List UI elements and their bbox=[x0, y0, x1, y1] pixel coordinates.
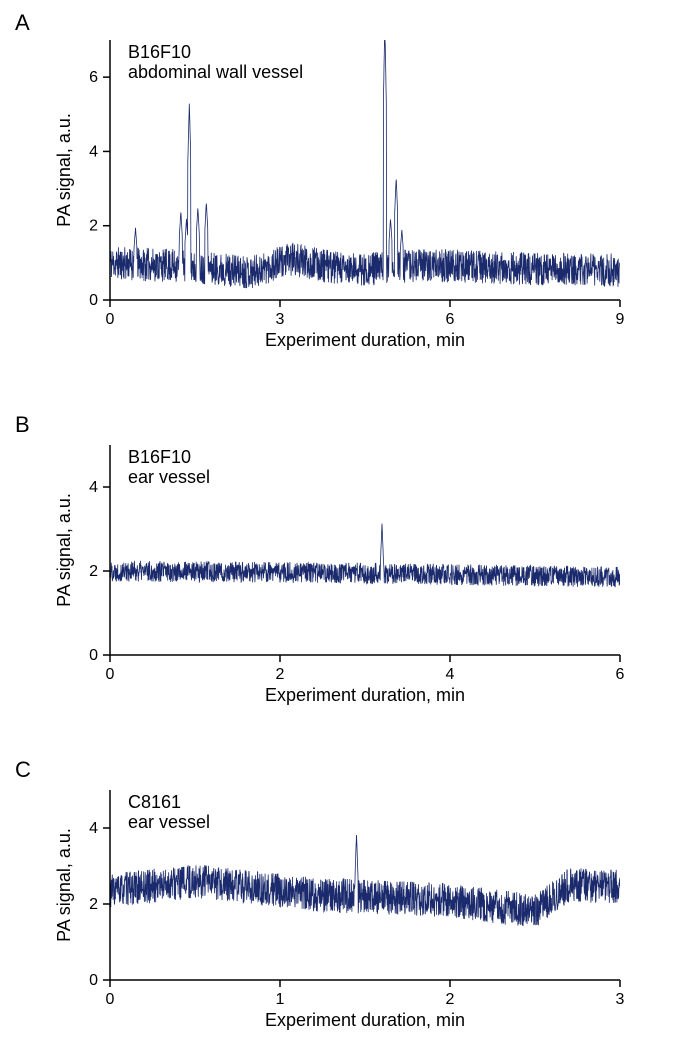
chart-a: 0 3 6 9 0 2 4 6 Experiment duration, min PA signa… bbox=[55, 32, 628, 355]
x-tick-label: 3 bbox=[276, 311, 285, 328]
y-tick-label: 2 bbox=[89, 896, 98, 913]
x-tick-label: 1 bbox=[276, 991, 285, 1008]
panel-title-line: ear vessel bbox=[128, 812, 210, 832]
x-tick-label: 0 bbox=[106, 991, 115, 1008]
y-tick-label: 6 bbox=[89, 69, 98, 86]
x-axis-label: Experiment duration, min bbox=[265, 330, 465, 350]
chart-b: 0 2 4 6 0 2 4 Experiment duration, min PA signal… bbox=[55, 437, 628, 710]
y-tick-label: 4 bbox=[89, 143, 98, 160]
series-line bbox=[110, 835, 620, 926]
y-tick-label: 2 bbox=[89, 218, 98, 235]
chart-c: 0 1 2 3 0 2 4 Experiment duration, min PA signal… bbox=[55, 782, 628, 1035]
x-tick-label: 6 bbox=[446, 311, 455, 328]
series-line bbox=[110, 524, 620, 588]
y-tick-label: 0 bbox=[89, 647, 98, 664]
x-tick-label: 0 bbox=[106, 666, 115, 683]
panel-title-line: C8161 bbox=[128, 792, 181, 812]
panel-title-line: B16F10 bbox=[128, 447, 191, 467]
panel-title-line: ear vessel bbox=[128, 467, 210, 487]
y-axis-label: PA signal, a.u. bbox=[55, 828, 74, 942]
y-axis-label: PA signal, a.u. bbox=[55, 113, 74, 227]
panel-label-b: B bbox=[15, 412, 30, 438]
x-tick-label: 2 bbox=[276, 666, 285, 683]
y-tick-label: 4 bbox=[89, 820, 98, 837]
x-axis-label: Experiment duration, min bbox=[265, 1010, 465, 1030]
x-axis-label: Experiment duration, min bbox=[265, 685, 465, 705]
y-axis-label: PA signal, a.u. bbox=[55, 493, 74, 607]
y-tick-label: 4 bbox=[89, 479, 98, 496]
y-tick-label: 0 bbox=[89, 972, 98, 989]
x-tick-label: 9 bbox=[616, 311, 625, 328]
panel-title-line: abdominal wall vessel bbox=[128, 62, 303, 82]
panel-title-line: B16F10 bbox=[128, 42, 191, 62]
panel-label-c: C bbox=[15, 757, 31, 783]
figure-root: A 0 3 6 9 0 2 4 6 Experiment duration, min PA sig… bbox=[0, 0, 682, 1050]
panel-label-a: A bbox=[15, 10, 30, 36]
x-tick-label: 4 bbox=[446, 666, 455, 683]
x-tick-label: 3 bbox=[616, 991, 625, 1008]
y-tick-label: 0 bbox=[89, 292, 98, 309]
x-tick-label: 0 bbox=[106, 311, 115, 328]
x-tick-label: 6 bbox=[616, 666, 625, 683]
x-tick-label: 2 bbox=[446, 991, 455, 1008]
y-tick-label: 2 bbox=[89, 563, 98, 580]
